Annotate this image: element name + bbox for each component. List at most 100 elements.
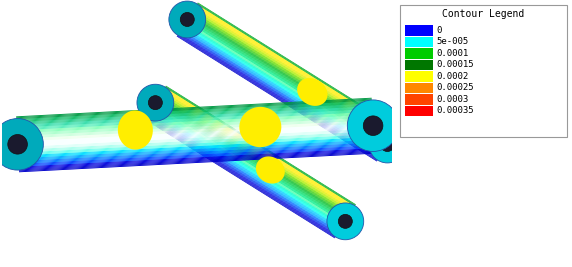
Polygon shape [154, 104, 344, 223]
Polygon shape [146, 117, 336, 237]
Polygon shape [163, 90, 353, 210]
Polygon shape [152, 107, 343, 226]
Polygon shape [18, 136, 374, 155]
Polygon shape [165, 86, 356, 206]
Polygon shape [177, 35, 378, 161]
Polygon shape [16, 99, 372, 118]
Bar [406, 25, 432, 36]
Polygon shape [165, 87, 355, 207]
Polygon shape [18, 129, 374, 149]
Polygon shape [194, 8, 395, 134]
Polygon shape [188, 17, 389, 143]
Polygon shape [17, 104, 372, 124]
Bar [406, 94, 432, 104]
Polygon shape [160, 95, 350, 215]
Polygon shape [19, 146, 374, 166]
Bar [406, 37, 432, 47]
Polygon shape [150, 111, 340, 230]
Polygon shape [177, 35, 378, 160]
Polygon shape [182, 28, 383, 153]
Polygon shape [181, 30, 381, 155]
Polygon shape [157, 99, 348, 218]
Polygon shape [184, 23, 385, 149]
Polygon shape [196, 4, 397, 130]
Polygon shape [181, 29, 382, 155]
Circle shape [380, 138, 395, 152]
Polygon shape [18, 138, 374, 157]
Polygon shape [196, 5, 396, 130]
Polygon shape [157, 100, 347, 219]
Polygon shape [192, 11, 392, 137]
Polygon shape [17, 115, 372, 135]
Polygon shape [17, 106, 372, 126]
Text: 0.00025: 0.00025 [436, 83, 474, 92]
Polygon shape [192, 11, 393, 137]
Polygon shape [156, 100, 347, 220]
Polygon shape [156, 102, 345, 221]
Polygon shape [180, 31, 380, 156]
Polygon shape [153, 105, 344, 225]
Polygon shape [154, 105, 344, 224]
Polygon shape [18, 141, 374, 160]
Polygon shape [19, 150, 375, 170]
Polygon shape [177, 36, 377, 162]
Polygon shape [190, 15, 390, 140]
Polygon shape [18, 134, 374, 154]
Polygon shape [155, 103, 345, 222]
Polygon shape [181, 29, 382, 154]
Polygon shape [192, 12, 392, 138]
Polygon shape [191, 13, 391, 139]
Polygon shape [18, 143, 374, 163]
Polygon shape [297, 78, 328, 106]
Polygon shape [19, 145, 374, 165]
Polygon shape [180, 31, 380, 157]
Polygon shape [187, 19, 388, 144]
Polygon shape [17, 108, 372, 128]
Polygon shape [161, 93, 351, 212]
Polygon shape [18, 124, 373, 143]
Polygon shape [184, 25, 384, 150]
Polygon shape [166, 86, 356, 205]
Polygon shape [17, 112, 372, 131]
Polygon shape [18, 135, 374, 155]
Polygon shape [18, 142, 374, 161]
Text: 0.00035: 0.00035 [436, 106, 474, 115]
Circle shape [369, 126, 406, 163]
Polygon shape [194, 7, 395, 133]
Polygon shape [194, 7, 395, 133]
Polygon shape [19, 148, 374, 168]
Polygon shape [18, 139, 374, 158]
Polygon shape [152, 108, 342, 227]
Polygon shape [145, 119, 335, 238]
Polygon shape [158, 97, 348, 217]
Text: 0: 0 [436, 26, 442, 35]
Circle shape [363, 116, 383, 135]
Polygon shape [185, 22, 386, 147]
Polygon shape [17, 107, 372, 127]
Polygon shape [17, 117, 373, 137]
Polygon shape [188, 18, 388, 143]
Polygon shape [18, 126, 373, 145]
Polygon shape [161, 92, 352, 212]
Bar [406, 105, 432, 116]
Polygon shape [154, 103, 345, 222]
Polygon shape [147, 116, 337, 235]
Bar [406, 60, 432, 70]
Polygon shape [157, 99, 347, 218]
Polygon shape [180, 30, 381, 156]
Polygon shape [182, 28, 382, 154]
Polygon shape [179, 33, 379, 158]
Polygon shape [194, 9, 394, 134]
Polygon shape [16, 100, 372, 120]
Circle shape [0, 119, 43, 170]
Polygon shape [182, 27, 383, 152]
Polygon shape [150, 110, 341, 229]
Polygon shape [197, 3, 398, 129]
Polygon shape [158, 97, 349, 216]
Polygon shape [18, 128, 374, 148]
Polygon shape [19, 152, 375, 171]
Polygon shape [160, 94, 351, 213]
Polygon shape [186, 21, 387, 146]
Polygon shape [148, 113, 339, 233]
Polygon shape [162, 92, 352, 211]
